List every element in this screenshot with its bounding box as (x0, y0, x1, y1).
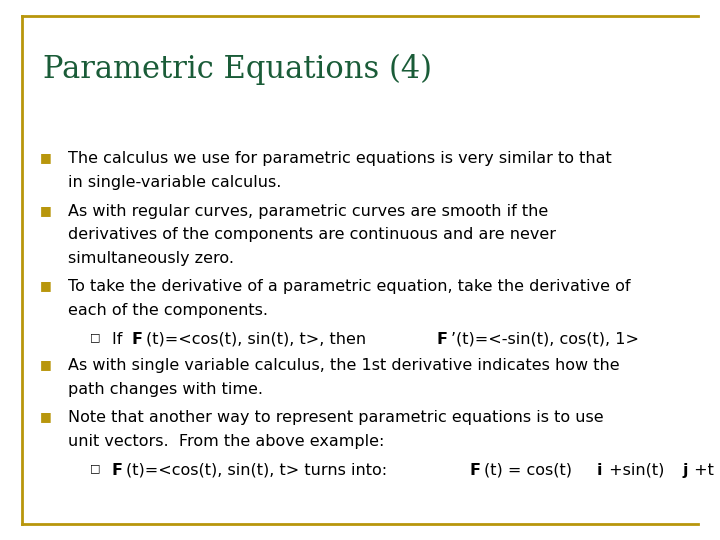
Text: i: i (597, 463, 603, 478)
Text: ■: ■ (40, 410, 51, 423)
Text: F: F (132, 332, 143, 347)
Text: □: □ (90, 463, 101, 473)
Text: (t) = cos(t): (t) = cos(t) (484, 463, 572, 478)
Text: derivatives of the components are continuous and are never: derivatives of the components are contin… (68, 227, 557, 242)
Text: F: F (436, 332, 447, 347)
Text: F: F (112, 463, 122, 478)
Text: Note that another way to represent parametric equations is to use: Note that another way to represent param… (68, 410, 604, 426)
Text: As with regular curves, parametric curves are smooth if the: As with regular curves, parametric curve… (68, 204, 549, 219)
Text: If: If (112, 332, 127, 347)
Text: unit vectors.  From the above example:: unit vectors. From the above example: (68, 434, 384, 449)
Text: each of the components.: each of the components. (68, 303, 269, 318)
Text: ■: ■ (40, 204, 51, 217)
Text: Parametric Equations (4): Parametric Equations (4) (43, 54, 432, 85)
Text: j: j (682, 463, 688, 478)
Text: The calculus we use for parametric equations is very similar to that: The calculus we use for parametric equat… (68, 151, 612, 166)
Text: ■: ■ (40, 280, 51, 293)
Text: ’(t)=<-sin(t), cos(t), 1>: ’(t)=<-sin(t), cos(t), 1> (451, 332, 639, 347)
Text: To take the derivative of a parametric equation, take the derivative of: To take the derivative of a parametric e… (68, 280, 631, 294)
Text: +sin(t): +sin(t) (604, 463, 665, 478)
Text: in single-variable calculus.: in single-variable calculus. (68, 175, 282, 190)
Text: As with single variable calculus, the 1st derivative indicates how the: As with single variable calculus, the 1s… (68, 358, 620, 373)
Text: □: □ (90, 332, 101, 342)
Text: simultaneously zero.: simultaneously zero. (68, 251, 235, 266)
Text: ■: ■ (40, 358, 51, 371)
Text: ■: ■ (40, 151, 51, 164)
Text: F: F (469, 463, 480, 478)
Text: (t)=<cos(t), sin(t), t>, then: (t)=<cos(t), sin(t), t>, then (145, 332, 371, 347)
Text: +t: +t (689, 463, 714, 478)
Text: path changes with time.: path changes with time. (68, 381, 264, 396)
Text: (t)=<cos(t), sin(t), t> turns into:: (t)=<cos(t), sin(t), t> turns into: (126, 463, 392, 478)
